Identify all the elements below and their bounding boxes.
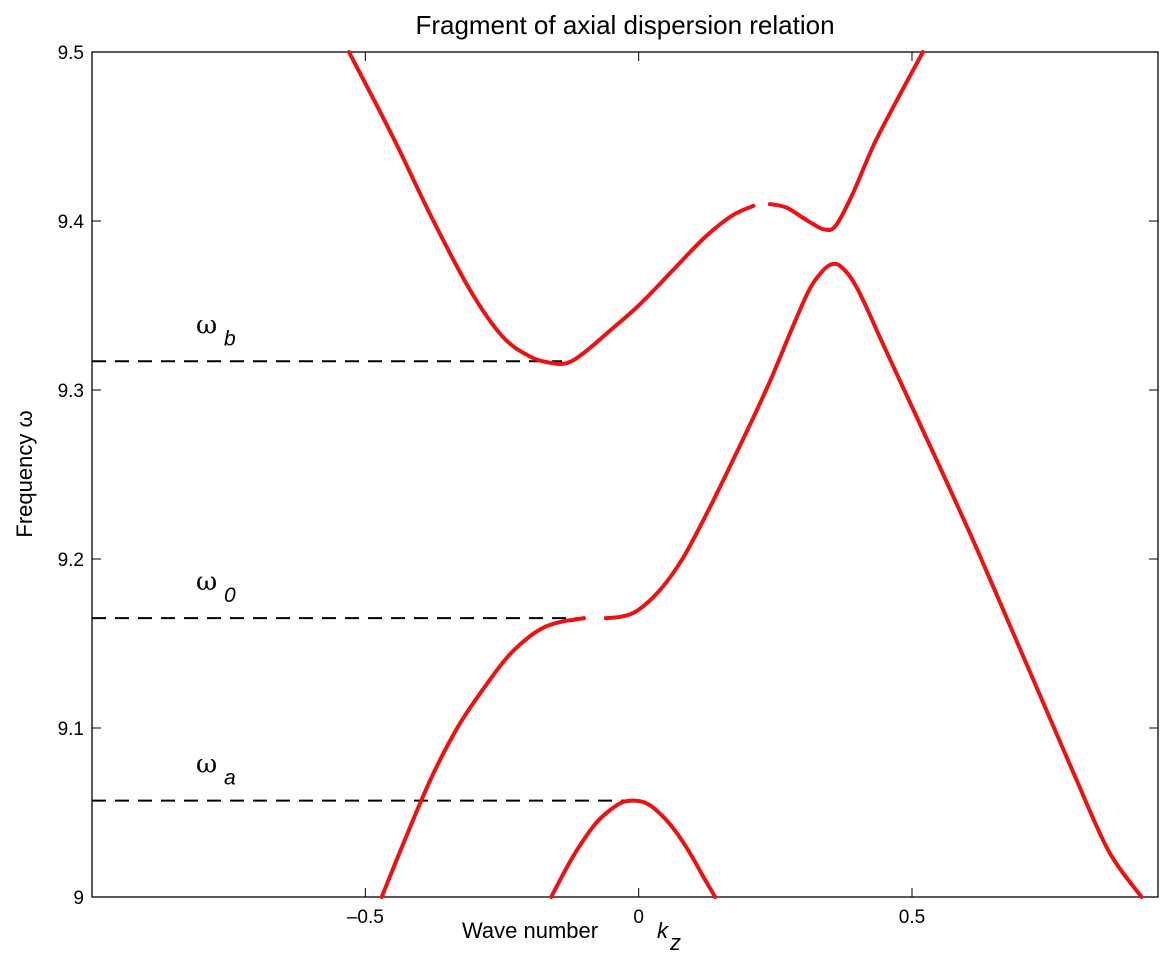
reference-lines — [92, 360, 634, 802]
x-tick-label: 0 — [633, 907, 644, 928]
x-axis-symbol: k — [657, 918, 669, 943]
x-axis-symbol-sub: z — [669, 930, 681, 955]
ticks-group: –0.5 0 0.5 9 9.1 9.2 9.3 9.4 9.5 — [58, 43, 1158, 928]
y-tick-label: 9.1 — [58, 719, 84, 740]
x-axis-label: Wave number — [462, 918, 598, 943]
annotations-group: ω bω 0ω a — [196, 310, 236, 789]
series-group — [346, 50, 1144, 899]
y-tick-label: 9 — [73, 888, 84, 909]
reference-label: ω — [196, 750, 217, 780]
y-tick-label: 9.5 — [58, 43, 84, 64]
series-line-1 — [346, 50, 756, 367]
reference-label-sub: 0 — [224, 584, 236, 607]
y-axis-label: Frequency ω — [12, 410, 37, 537]
chart-title: Fragment of axial dispersion relation — [415, 10, 834, 40]
y-tick-label: 9.4 — [58, 212, 85, 233]
y-tick-label: 9.3 — [58, 381, 84, 402]
plot-frame — [91, 51, 1159, 898]
reference-label: ω — [196, 310, 217, 340]
series-line-4 — [603, 261, 1144, 899]
x-tick-label: 0.5 — [899, 907, 925, 928]
series-line-2 — [767, 50, 925, 232]
series-line-5 — [549, 798, 718, 899]
series-line-3 — [379, 616, 586, 899]
reference-label-sub: b — [224, 327, 236, 350]
x-tick-label: –0.5 — [347, 907, 384, 928]
reference-label-sub: a — [224, 767, 236, 790]
y-tick-label: 9.2 — [58, 550, 84, 571]
reference-label: ω — [196, 567, 217, 597]
